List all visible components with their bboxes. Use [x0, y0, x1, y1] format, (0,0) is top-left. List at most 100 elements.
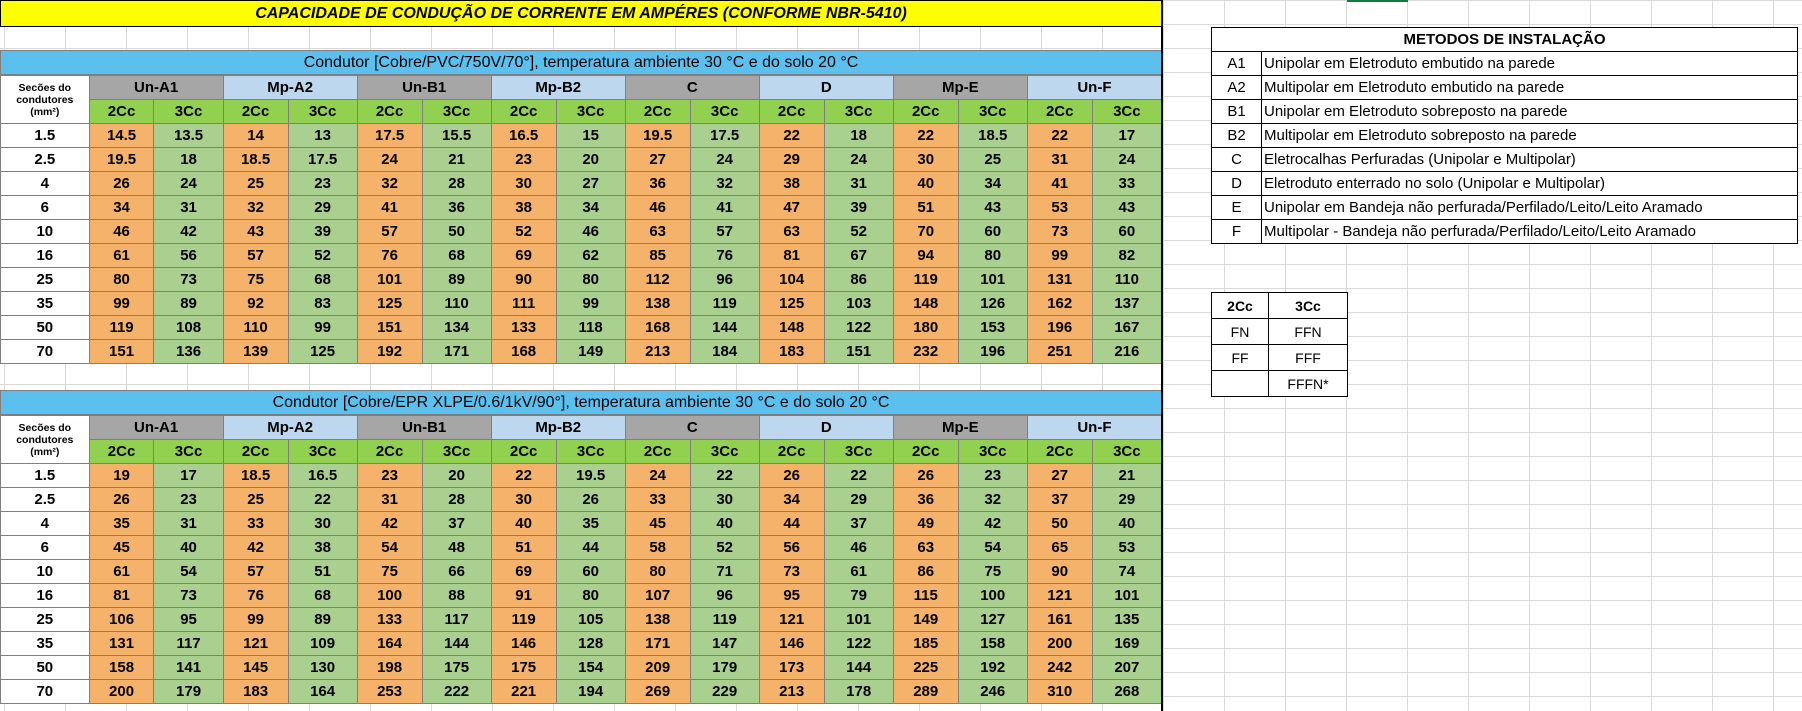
ampacity-cell[interactable]: 27 [1026, 463, 1093, 488]
ampacity-cell[interactable]: 19 [88, 463, 155, 488]
ampacity-cell[interactable]: 26 [555, 487, 626, 512]
ampacity-cell[interactable]: 26 [892, 463, 959, 488]
ampacity-cell[interactable]: 88 [421, 583, 492, 608]
ampacity-cell[interactable]: 110 [222, 315, 289, 340]
ampacity-cell[interactable]: 29 [1091, 487, 1163, 512]
ampacity-cell[interactable]: 149 [892, 607, 959, 632]
ampacity-cell[interactable]: 46 [624, 195, 691, 220]
ampacity-cell[interactable]: 32 [222, 195, 289, 220]
ampacity-cell[interactable]: 46 [823, 535, 894, 560]
sub-header-3cc[interactable]: 3Cc [689, 99, 760, 124]
method-description[interactable]: Unipolar em Bandeja não perfurada/Perfil… [1260, 195, 1799, 220]
ampacity-cell[interactable]: 50 [1026, 511, 1093, 536]
ampacity-cell[interactable]: 22 [490, 463, 557, 488]
section-cell[interactable]: 1.5 [0, 463, 90, 488]
method-group-header[interactable]: Mp-B2 [490, 415, 626, 440]
ampacity-cell[interactable]: 17.5 [287, 147, 358, 172]
sub-header-3cc[interactable]: 3Cc [555, 439, 626, 464]
ampacity-cell[interactable]: 16.5 [287, 463, 358, 488]
ampacity-cell[interactable]: 44 [758, 511, 825, 536]
ampacity-cell[interactable]: 251 [1026, 339, 1093, 364]
sub-header-2cc[interactable]: 2Cc [624, 439, 691, 464]
section-cell[interactable]: 25 [0, 267, 90, 292]
method-group-header[interactable]: Un-F [1026, 75, 1163, 100]
method-description[interactable]: Multipolar em Eletroduto embutido na par… [1260, 75, 1799, 100]
ampacity-cell[interactable]: 225 [892, 655, 959, 680]
method-group-header[interactable]: Un-B1 [356, 75, 492, 100]
ampacity-cell[interactable]: 68 [287, 583, 358, 608]
ampacity-cell[interactable]: 253 [356, 679, 423, 704]
ampacity-cell[interactable]: 61 [88, 243, 155, 268]
sub-header-2cc[interactable]: 2Cc [356, 99, 423, 124]
ampacity-cell[interactable]: 169 [1091, 631, 1163, 656]
ampacity-cell[interactable]: 56 [758, 535, 825, 560]
ampacity-cell[interactable]: 19.5 [624, 123, 691, 148]
ampacity-cell[interactable]: 56 [153, 243, 224, 268]
ampacity-cell[interactable]: 179 [689, 655, 760, 680]
sub-header-3cc[interactable]: 3Cc [287, 439, 358, 464]
ampacity-cell[interactable]: 144 [421, 631, 492, 656]
ampacity-cell[interactable]: 17.5 [356, 123, 423, 148]
ampacity-cell[interactable]: 22 [758, 123, 825, 148]
ampacity-cell[interactable]: 73 [1026, 219, 1093, 244]
ampacity-cell[interactable]: 13 [287, 123, 358, 148]
ampacity-cell[interactable]: 194 [555, 679, 626, 704]
sub-header-2cc[interactable]: 2Cc [892, 439, 959, 464]
ampacity-cell[interactable]: 119 [689, 607, 760, 632]
ampacity-cell[interactable]: 92 [222, 291, 289, 316]
method-group-header[interactable]: C [624, 415, 760, 440]
ampacity-cell[interactable]: 91 [490, 583, 557, 608]
ampacity-cell[interactable]: 125 [356, 291, 423, 316]
ampacity-cell[interactable]: 103 [823, 291, 894, 316]
ampacity-cell[interactable]: 76 [689, 243, 760, 268]
ampacity-cell[interactable]: 119 [490, 607, 557, 632]
ampacity-cell[interactable]: 34 [555, 195, 626, 220]
ampacity-cell[interactable]: 121 [222, 631, 289, 656]
ampacity-cell[interactable]: 22 [892, 123, 959, 148]
method-group-header[interactable]: Un-A1 [88, 415, 224, 440]
ampacity-cell[interactable]: 37 [421, 511, 492, 536]
ampacity-cell[interactable]: 79 [823, 583, 894, 608]
method-code[interactable]: B1 [1211, 99, 1262, 124]
ampacity-cell[interactable]: 29 [758, 147, 825, 172]
ampacity-cell[interactable]: 33 [624, 487, 691, 512]
ampacity-cell[interactable]: 42 [957, 511, 1028, 536]
ampacity-cell[interactable]: 171 [624, 631, 691, 656]
ampacity-cell[interactable]: 173 [758, 655, 825, 680]
ampacity-cell[interactable]: 29 [823, 487, 894, 512]
ampacity-cell[interactable]: 85 [624, 243, 691, 268]
ampacity-cell[interactable]: 83 [287, 291, 358, 316]
ampacity-cell[interactable]: 133 [356, 607, 423, 632]
ampacity-cell[interactable]: 25 [957, 147, 1028, 172]
ampacity-cell[interactable]: 61 [88, 559, 155, 584]
ampacity-cell[interactable]: 192 [356, 339, 423, 364]
ampacity-cell[interactable]: 126 [957, 291, 1028, 316]
methods-title[interactable]: METODOS DE INSTALAÇÃO [1210, 27, 1799, 52]
ampacity-cell[interactable]: 147 [689, 631, 760, 656]
ampacity-cell[interactable]: 138 [624, 607, 691, 632]
ampacity-cell[interactable]: 158 [957, 631, 1028, 656]
ampacity-cell[interactable]: 127 [957, 607, 1028, 632]
ampacity-cell[interactable]: 99 [555, 291, 626, 316]
ampacity-cell[interactable]: 28 [421, 171, 492, 196]
method-group-header[interactable]: Mp-E [892, 75, 1028, 100]
sub-header-3cc[interactable]: 3Cc [957, 439, 1028, 464]
ampacity-cell[interactable]: 101 [356, 267, 423, 292]
ampacity-cell[interactable]: 90 [1026, 559, 1093, 584]
ampacity-cell[interactable]: 63 [758, 219, 825, 244]
ampacity-cell[interactable]: 53 [1026, 195, 1093, 220]
sub-header-2cc[interactable]: 2Cc [356, 439, 423, 464]
ampacity-cell[interactable]: 178 [823, 679, 894, 704]
ampacity-cell[interactable]: 65 [1026, 535, 1093, 560]
sub-header-2cc[interactable]: 2Cc [892, 99, 959, 124]
ampacity-cell[interactable]: 31 [153, 195, 224, 220]
ampacity-cell[interactable]: 52 [823, 219, 894, 244]
ampacity-cell[interactable]: 40 [1091, 511, 1163, 536]
section-cell[interactable]: 1.5 [0, 123, 90, 148]
ampacity-cell[interactable]: 60 [555, 559, 626, 584]
ampacity-cell[interactable]: 31 [823, 171, 894, 196]
ampacity-cell[interactable]: 69 [490, 559, 557, 584]
ampacity-cell[interactable]: 192 [957, 655, 1028, 680]
section-cell[interactable]: 10 [0, 559, 90, 584]
ampacity-cell[interactable]: 122 [823, 631, 894, 656]
